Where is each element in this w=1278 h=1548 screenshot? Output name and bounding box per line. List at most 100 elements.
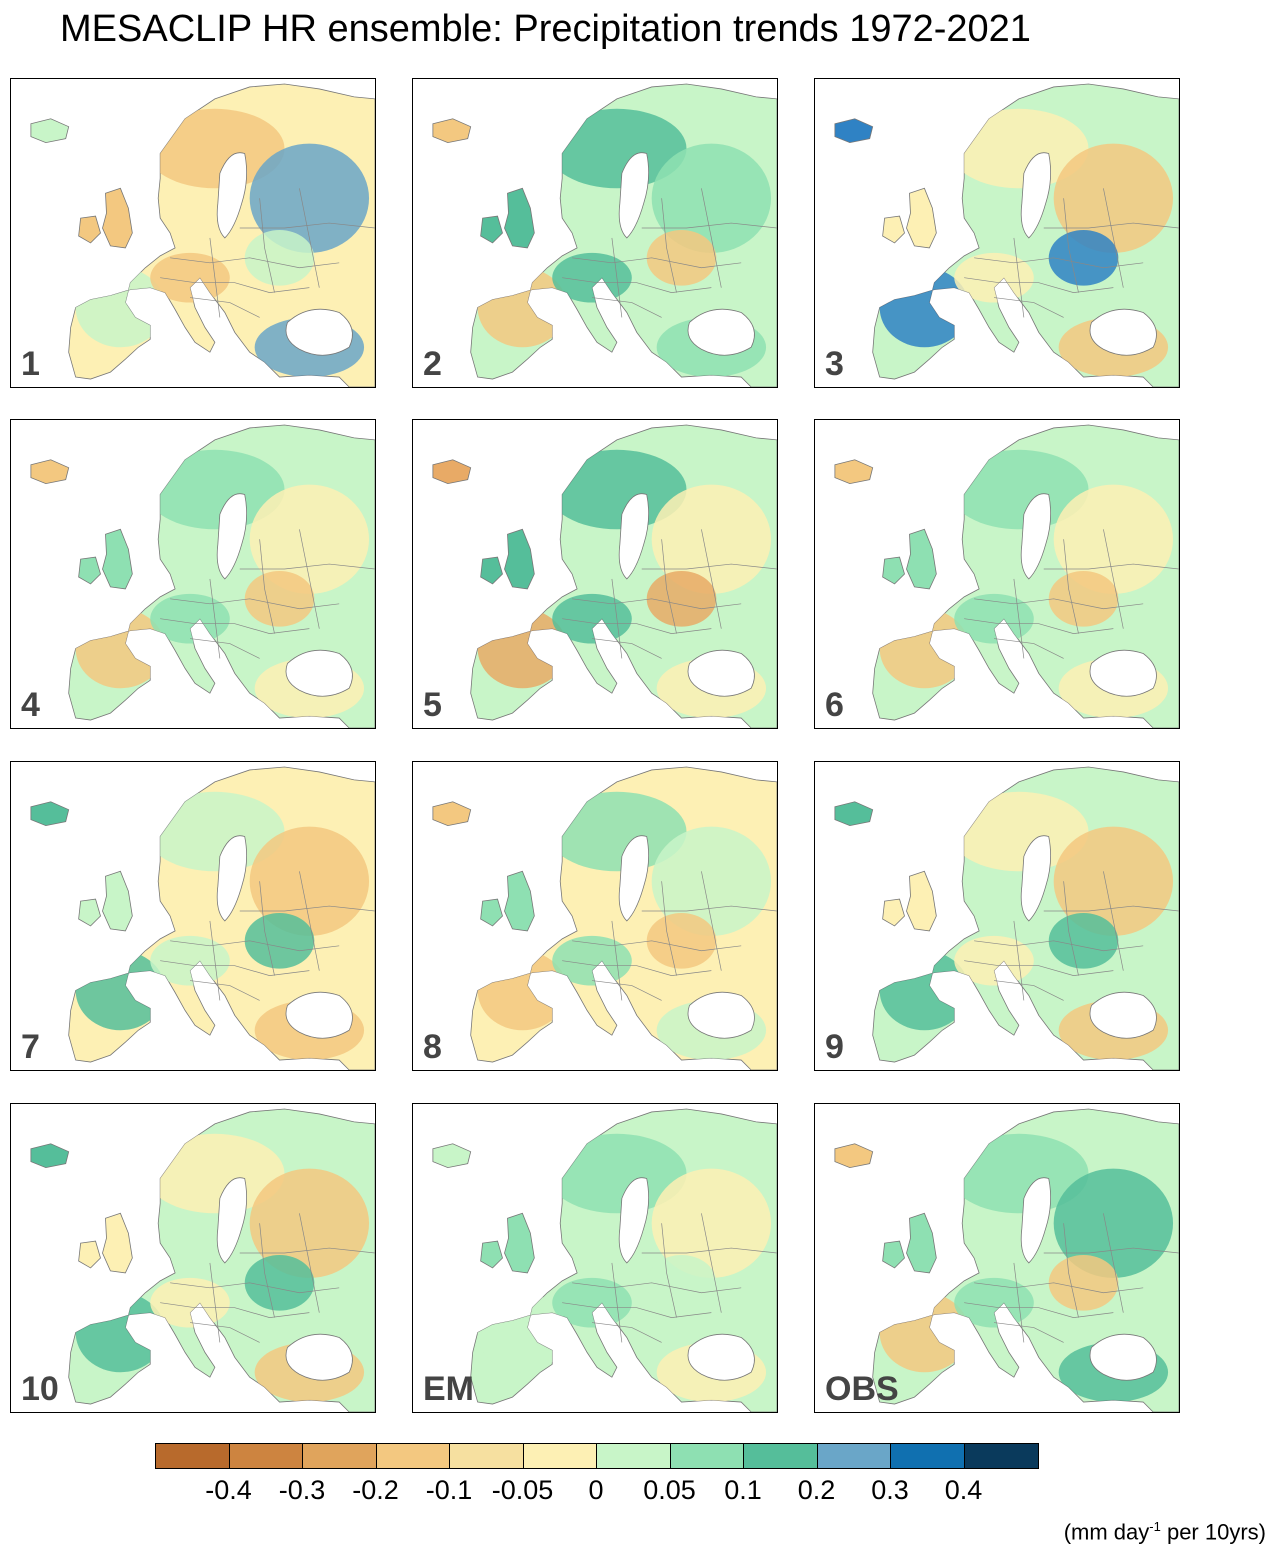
country-border [1063,1223,1079,1318]
trend-patch [150,593,230,644]
europe-map [834,424,1179,728]
country-border [1013,578,1025,659]
trend-patch [552,935,632,986]
country-border [572,257,742,269]
panel-label: 2 [423,345,442,383]
iceland [30,801,70,826]
country-border [641,1247,777,1254]
country-border [1043,563,1179,570]
country-border [964,1302,1114,1318]
iceland [834,459,874,484]
black-sea [285,991,353,1039]
black-sea [1089,308,1157,356]
colorbar-tick-label: 0 [588,1475,604,1505]
country-border [1013,237,1025,318]
trend-patch [949,108,1089,189]
colorbar-segment [376,1444,450,1468]
panel-label: 5 [423,686,442,724]
colorbar-segment [156,1444,230,1468]
panel-label: 3 [825,345,844,383]
panel-label: 6 [825,686,844,724]
baltic-sea [1020,493,1052,580]
country-border [160,1302,310,1318]
country-border [701,1213,722,1313]
trend-patch [1053,826,1174,936]
colorbar-tick-label: 0.4 [944,1475,983,1505]
trend-patch [145,1133,285,1214]
country-border [701,529,722,629]
trend-patch [150,935,230,986]
panel-label: OBS [825,1370,899,1408]
units-label: (mm day-1 per 10yrs) [1064,1512,1266,1547]
country-border [189,1322,260,1343]
black-sea [687,991,755,1039]
trend-patch [547,108,687,189]
country-border [239,905,375,912]
country-border [209,237,221,318]
baltic-sea [216,493,248,580]
iceland [432,801,472,826]
trend-patch [1048,1255,1119,1311]
trend-patch [145,791,285,872]
country-border [170,940,340,952]
trend-patch [949,1133,1089,1214]
country-border [993,1322,1064,1343]
baltic-sea [618,1177,650,1264]
country-border [1103,871,1124,971]
map-panel-2: 2 [412,78,778,388]
map-panel-obs: OBS [814,1103,1180,1413]
panel-label: 4 [21,686,40,724]
trend-patch [651,826,772,936]
trend-patch [1048,571,1119,627]
country-border [641,222,777,229]
iceland [432,1143,472,1168]
trend-patch [552,593,632,644]
country-border [591,980,662,1001]
iceland [30,118,70,143]
baltic-sea [618,493,650,580]
trend-patches [477,449,772,719]
trend-patch [949,791,1089,872]
map-panel-4: 4 [10,419,376,729]
black-sea [1089,649,1157,697]
baltic-sea [216,1177,248,1264]
units-text: (mm day [1063,1519,1150,1545]
panel-label: 8 [423,1028,442,1066]
colorbar-segment [744,1444,818,1468]
ireland [882,215,905,244]
map-panel-9: 9 [814,761,1180,1071]
iceland [834,1143,874,1168]
country-border [1063,539,1079,634]
country-border [661,881,677,976]
iceland [834,118,874,143]
country-border [259,881,275,976]
country-border [1103,1213,1124,1313]
country-border [1103,529,1124,629]
trend-patch [954,252,1034,303]
colorbar-segment [964,1444,1038,1468]
iceland [30,459,70,484]
country-border [239,563,375,570]
country-border [591,1322,662,1343]
great-britain [102,1212,133,1274]
map-panel-1: 1 [10,78,376,388]
panel-label: EM [423,1370,474,1408]
country-border [1103,188,1124,288]
great-britain [906,187,937,249]
country-border [239,222,375,229]
country-border [170,1282,340,1294]
map-panel-10: 10 [10,1103,376,1413]
country-border [661,1223,677,1318]
trend-patches [75,1133,370,1403]
great-britain [504,528,535,590]
country-border [189,980,260,1001]
country-border [299,188,320,288]
ireland [78,215,101,244]
ireland [480,556,503,585]
country-border [562,277,712,293]
black-sea [687,1333,755,1381]
baltic-sea [618,835,650,922]
colorbar-tick-label: -0.2 [352,1475,399,1505]
country-border [1013,1262,1025,1343]
ireland [78,898,101,927]
